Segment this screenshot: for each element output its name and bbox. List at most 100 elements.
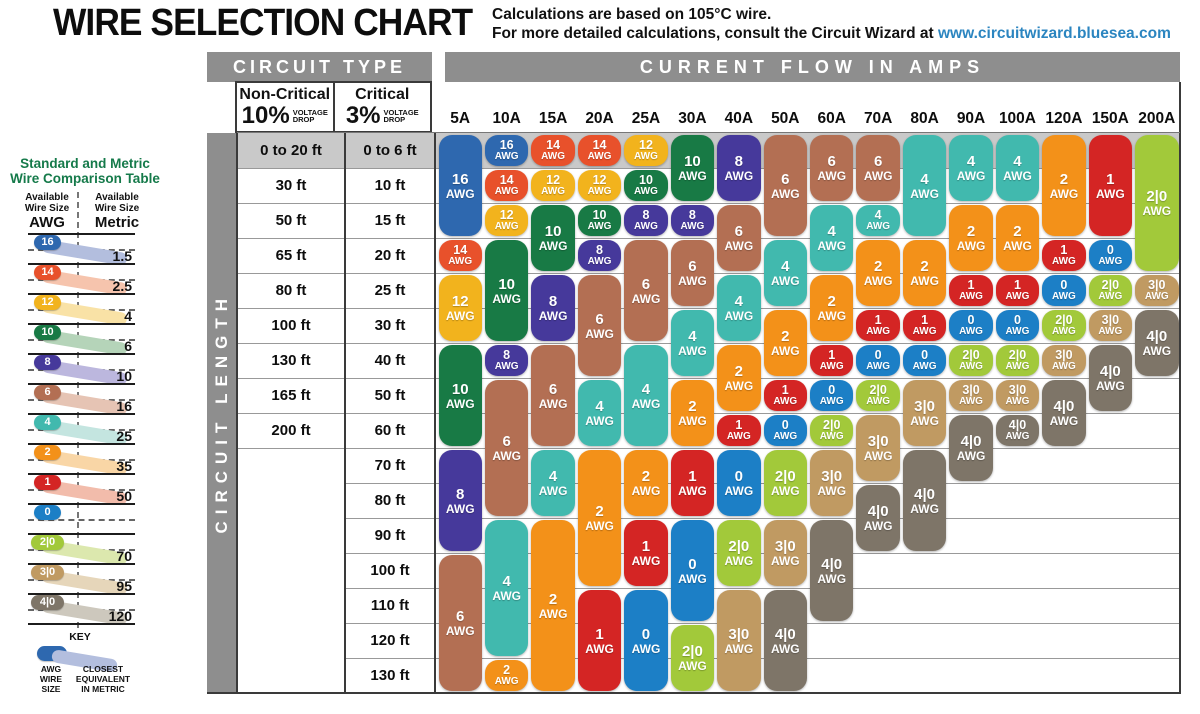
comparison-row-line bbox=[28, 353, 135, 355]
wire-pill-15A-14: 14 AWG bbox=[531, 135, 575, 166]
wire-pill-5A-6: 6 AWG bbox=[438, 555, 482, 691]
comparison-row-line bbox=[28, 383, 135, 385]
circuit-length-value: 65 ft bbox=[275, 247, 307, 264]
wire-pill-60A-6: 6 AWG bbox=[810, 135, 854, 201]
metric-size-value: 120 bbox=[108, 608, 132, 624]
wire-pill-40A-200: 2|0 AWG bbox=[717, 520, 761, 586]
metric-size-value: 10 bbox=[116, 368, 132, 384]
wire-pill-40A-8: 8 AWG bbox=[717, 135, 761, 201]
wire-pill-80A-400: 4|0 AWG bbox=[902, 450, 947, 551]
wire-pill-80A-0: 0 AWG bbox=[902, 345, 947, 376]
wire-pill-5A-8: 8 AWG bbox=[438, 450, 482, 551]
border-labels-left bbox=[236, 133, 238, 693]
page-title: WIRE SELECTION CHART bbox=[53, 2, 473, 44]
wire-pill-40A-300: 3|0 AWG bbox=[717, 590, 761, 691]
comparison-row-line bbox=[28, 503, 135, 505]
wire-pill-150A-400: 4|0 AWG bbox=[1088, 345, 1133, 411]
wire-pill-60A-4: 4 AWG bbox=[810, 205, 854, 271]
critical-percent: 3% bbox=[345, 102, 381, 129]
circuit-length-value: 15 ft bbox=[374, 212, 406, 229]
comparison-row-line bbox=[28, 593, 135, 595]
amp-column-label: 40A bbox=[724, 110, 754, 127]
wire-pill-25A-4: 4 AWG bbox=[624, 345, 668, 446]
circuit-length-value: 130 ft bbox=[370, 667, 410, 684]
subtitle-line2: For more detailed calculations, consult … bbox=[492, 24, 1171, 43]
gridline bbox=[345, 623, 1180, 624]
wire-pill-40A-1: 1 AWG bbox=[717, 415, 761, 446]
wire-pill-20A-8: 8 AWG bbox=[577, 240, 622, 271]
key-metric-label: CLOSEST EQUIVALENT IN METRIC bbox=[75, 664, 131, 694]
wire-pill-70A-4: 4 AWG bbox=[856, 205, 900, 236]
awg-size-pill: 0 bbox=[34, 505, 61, 520]
wire-pill-70A-400: 4|0 AWG bbox=[856, 485, 900, 551]
amp-column-label: 60A bbox=[817, 110, 846, 127]
wire-pill-15A-6: 6 AWG bbox=[531, 345, 575, 446]
wire-pill-25A-2: 2 AWG bbox=[624, 450, 668, 516]
border-grid-top bbox=[237, 132, 1180, 133]
wire-pill-200A-300: 3|0 AWG bbox=[1135, 275, 1179, 306]
amp-column-label: 30A bbox=[678, 110, 707, 127]
wire-pill-90A-4: 4 AWG bbox=[949, 135, 993, 201]
gridline bbox=[345, 518, 1180, 519]
wire-pill-15A-2: 2 AWG bbox=[531, 520, 575, 691]
wire-pill-120A-1: 1 AWG bbox=[1042, 240, 1086, 271]
wire-pill-80A-2: 2 AWG bbox=[902, 240, 947, 306]
wire-pill-30A-8: 8 AWG bbox=[670, 205, 715, 236]
wire-pill-30A-200: 2|0 AWG bbox=[670, 625, 715, 691]
circuit-length-value: 120 ft bbox=[370, 632, 410, 649]
comparison-center-divider bbox=[77, 192, 79, 628]
gridline bbox=[345, 588, 1180, 589]
wire-pill-70A-200: 2|0 AWG bbox=[856, 380, 900, 411]
wire-pill-10A-14: 14 AWG bbox=[484, 170, 529, 201]
metric-size-value: 50 bbox=[116, 488, 132, 504]
subtitle: Calculations are based on 105°C wire. Fo… bbox=[492, 5, 1171, 43]
circuit-length-value: 40 ft bbox=[374, 352, 406, 369]
amps-label-row: 5A 10A 15A 20A 25A 30A 40A 50A 60A 70A 80A 90A 100A 1… bbox=[437, 104, 1180, 132]
wire-pill-25A-8: 8 AWG bbox=[624, 205, 668, 236]
circuit-wizard-link[interactable]: www.circuitwizard.bluesea.com bbox=[938, 25, 1171, 42]
wire-pill-20A-2: 2 AWG bbox=[577, 450, 622, 586]
comparison-row-line bbox=[28, 323, 135, 325]
metric-header-line2: Wire Size bbox=[94, 203, 140, 214]
awg-size-pill: 2 bbox=[34, 445, 61, 460]
circuit-length-value: 30 ft bbox=[374, 317, 406, 334]
wire-pill-50A-0: 0 AWG bbox=[763, 415, 807, 446]
wire-pill-70A-1: 1 AWG bbox=[856, 310, 900, 341]
wire-pill-30A-4: 4 AWG bbox=[670, 310, 715, 376]
wire-pill-20A-1: 1 AWG bbox=[577, 590, 622, 691]
gridline bbox=[237, 378, 1180, 379]
subtitle-line1: Calculations are based on 105°C wire. bbox=[492, 6, 772, 23]
wire-pill-60A-0: 0 AWG bbox=[810, 380, 854, 411]
comparison-table-title: Standard and Metric Wire Comparison Tabl… bbox=[0, 156, 170, 186]
wire-pill-15A-12: 12 AWG bbox=[531, 170, 575, 201]
amp-column-label: 50A bbox=[771, 110, 800, 127]
wire-pill-10A-10: 10 AWG bbox=[484, 240, 529, 341]
wire-pill-100A-4: 4 AWG bbox=[995, 135, 1040, 201]
circuit-type-header: CIRCUIT TYPE bbox=[207, 52, 432, 82]
circuit-length-value: 0 to 20 ft bbox=[260, 142, 322, 159]
comparison-row-line bbox=[28, 413, 135, 415]
awg-size-pill: 2|0 bbox=[31, 535, 64, 550]
non-critical-percent: 10% bbox=[241, 102, 290, 129]
wire-pill-15A-8: 8 AWG bbox=[531, 275, 575, 341]
border-grid-bottom bbox=[207, 692, 1181, 694]
wire-pill-90A-400: 4|0 AWG bbox=[949, 415, 993, 481]
circuit-length-value: 80 ft bbox=[374, 492, 406, 509]
wire-pill-100A-400: 4|0 AWG bbox=[995, 415, 1040, 446]
wire-pill-10A-12: 12 AWG bbox=[484, 205, 529, 236]
metric-size-value: 95 bbox=[116, 578, 132, 594]
amp-column-label: 5A bbox=[450, 110, 471, 127]
circuit-length-value: 90 ft bbox=[374, 527, 406, 544]
comparison-row-line bbox=[28, 623, 135, 625]
circuit-length-value: 165 ft bbox=[271, 387, 311, 404]
border-column-divider bbox=[344, 133, 346, 693]
wire-pill-30A-2: 2 AWG bbox=[670, 380, 715, 446]
circuit-length-value: 50 ft bbox=[374, 387, 406, 404]
wire-pill-25A-10: 10 AWG bbox=[624, 170, 668, 201]
wire-pill-10A-4: 4 AWG bbox=[484, 520, 529, 656]
awg-column-header: Available Wire Size AWG bbox=[16, 192, 78, 231]
gridline bbox=[237, 203, 1180, 204]
wire-pill-60A-1: 1 AWG bbox=[810, 345, 854, 376]
gridline bbox=[345, 658, 1180, 659]
